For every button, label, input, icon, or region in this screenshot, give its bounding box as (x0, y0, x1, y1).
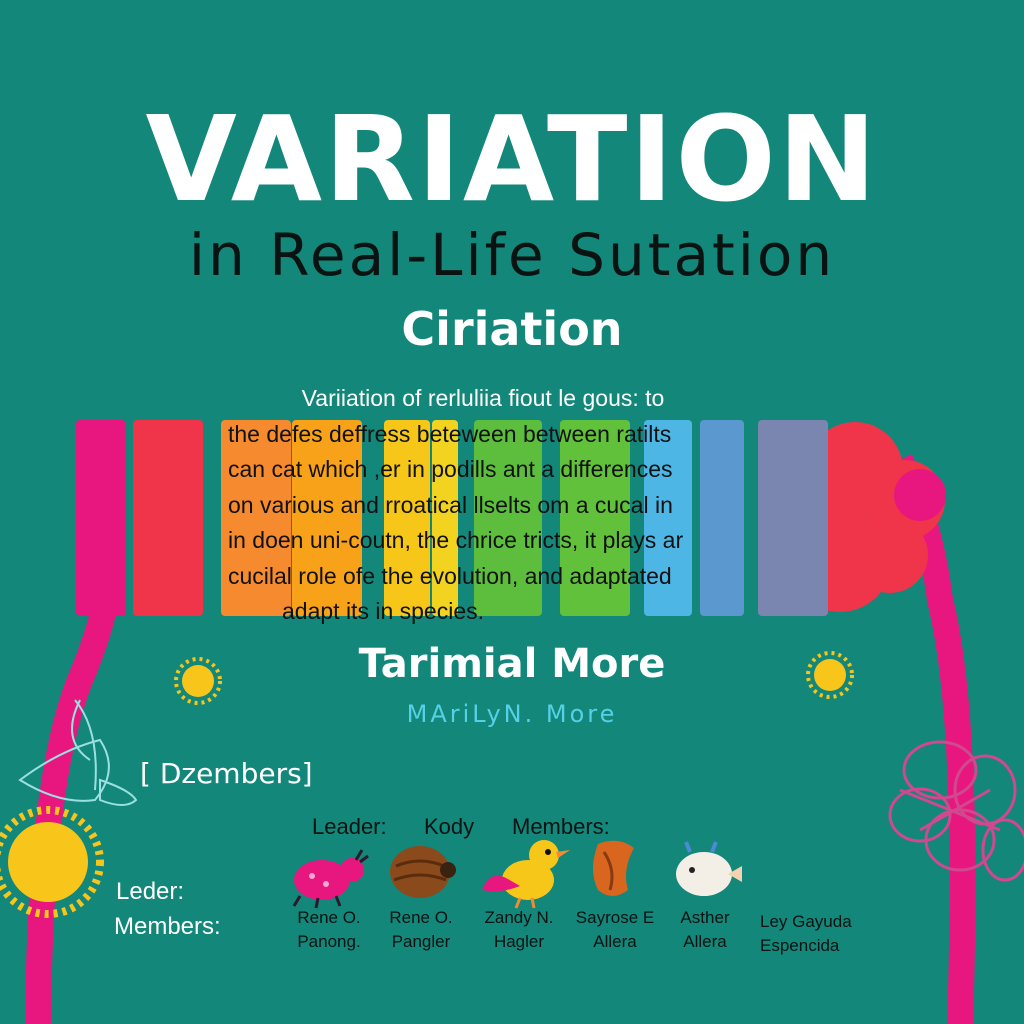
member-2: Rene O. Pangler (366, 906, 476, 954)
outline-flower-right (888, 740, 1024, 882)
sun-right-small (806, 651, 854, 699)
slate-bar (758, 420, 828, 616)
leader-label: Leader: (312, 814, 387, 839)
member-last-name: Allera (683, 932, 727, 951)
description-line: Variiation of rerluliia fiout le gous: t… (301, 385, 665, 411)
member-last-name: Pangler (391, 932, 451, 951)
member-3: Zandy N. Hagler (464, 906, 574, 954)
team-title: Tarimial More (358, 641, 666, 687)
member-5: Asther Allera (650, 906, 760, 954)
description-line: adapt its in species. (282, 598, 485, 624)
green-bar (474, 420, 542, 616)
member-first-name: Rene O. (297, 908, 361, 927)
description-line: cucilal role ofe the evolution, and adap… (228, 562, 672, 589)
description-line: can cat which ,er in podills ant a diffe… (228, 456, 673, 482)
description-line: in doen uni-coutn, the chrice tricts, it… (228, 527, 684, 553)
sky-bar (644, 420, 692, 616)
yellow-bar (384, 420, 430, 616)
members-label: Members: (512, 814, 610, 839)
outline-leaf-left (18, 699, 138, 806)
blue-bar (700, 420, 744, 616)
orange-bar (221, 420, 291, 616)
leader-name: Kody (424, 814, 475, 839)
member-last-name: Espencida (760, 936, 840, 955)
green-bar-2 (560, 420, 630, 616)
member-first-name: Ley Gayuda (760, 912, 852, 931)
sun-left-small (174, 657, 222, 705)
side-leader-label: Leder: (116, 878, 185, 905)
member-first-name: Asther (680, 908, 730, 927)
description-line: the defes deffress beteween between rati… (228, 420, 672, 447)
member-last-name: Allera (593, 932, 637, 951)
amber-bar (292, 420, 362, 616)
members-box-label: [ Dzembers] (140, 757, 313, 790)
member-4: Sayrose E Allera (560, 906, 670, 954)
left-pink-bar (76, 420, 126, 616)
member-6: Ley Gayuda Espencida (760, 910, 890, 958)
description-line: on various and rroatical llselts om a cu… (228, 491, 673, 518)
member-first-name: Zandy N. (484, 908, 554, 927)
yellow-bar-2 (432, 420, 458, 616)
description: Variiation of rerluliia fiout le gous: t… (228, 381, 738, 630)
red-bar (133, 420, 203, 616)
color-bars (76, 420, 836, 616)
sun-large (0, 806, 104, 918)
page-subtitle: in Real-Life Sutation (188, 221, 836, 289)
member-last-name: Hagler (493, 932, 545, 951)
member-last-name: Panong. (297, 932, 361, 951)
member-first-name: Rene O. (389, 908, 453, 927)
team-subtitle: MAriLyN. More (406, 700, 618, 728)
page-title: VARIATION (145, 90, 879, 228)
member-1: Rene O. Panong. (274, 906, 384, 954)
section-heading: Ciriation (401, 302, 623, 356)
member-first-name: Sayrose E (575, 908, 655, 927)
side-members-label: Members: (114, 913, 221, 940)
